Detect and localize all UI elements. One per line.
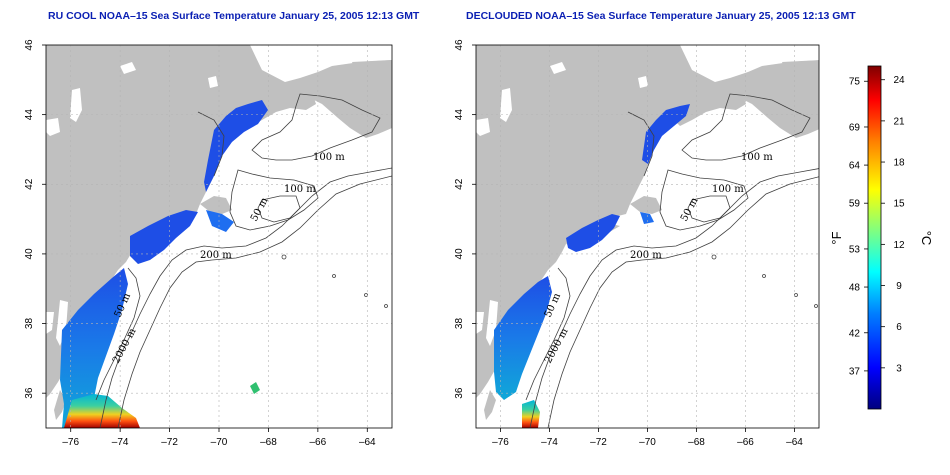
lon-tick-label: –74 (112, 437, 129, 448)
left-islands (281, 254, 388, 308)
lat-tick-label: 42 (454, 178, 465, 190)
left-axes: –76 –74 –72 –70 –68 –66 –64 46 44 42 40 38 36 (24, 39, 376, 448)
colorbar-c-tick-label: 9 (896, 281, 902, 292)
lat-tick-label: 40 (24, 248, 35, 260)
left-sst-nantucket (206, 210, 234, 232)
left-sst-speck (250, 382, 260, 394)
lon-tick-label: –64 (359, 437, 376, 448)
colorbar-c-tick-label: 21 (893, 116, 905, 127)
lon-tick-label: –70 (211, 437, 228, 448)
lat-tick-label: 40 (454, 248, 465, 260)
fahrenheit-unit-label: °F (829, 231, 844, 244)
lat-tick-label: 44 (454, 109, 465, 121)
lat-tick-label: 38 (454, 318, 465, 330)
right-sst-nantucket (640, 212, 654, 224)
left-contour-label-200m: 200 m (200, 250, 232, 261)
right-grid (476, 45, 819, 428)
colorbar-c-tick-label: 6 (896, 322, 902, 333)
lat-tick-label: 38 (24, 318, 35, 330)
colorbar-f-tick-label: 64 (849, 161, 861, 172)
right-contour-label-100m-b: 100 m (712, 184, 744, 195)
colorbar-f-tick-label: 69 (849, 122, 861, 133)
left-contour-label-50m: 50 m (249, 195, 271, 223)
right-axes: –76 –74 –72 –70 –68 –66 –64 46 44 42 40 38 36 (454, 39, 803, 448)
left-sst-gulf-of-maine (204, 100, 268, 192)
lat-tick-label: 42 (24, 178, 35, 190)
lon-tick-label: –66 (310, 437, 327, 448)
left-contour-label-100m-a: 100 m (313, 152, 345, 163)
colorbar-f-tick-label: 37 (849, 366, 861, 377)
temperature-colorbar: 75 69 64 59 53 48 42 37 24 21 18 15 12 9 6 3 °F °C (829, 65, 934, 410)
lon-tick-label: –68 (260, 437, 277, 448)
left-contour-label-100m-b: 100 m (284, 184, 316, 195)
celsius-unit-label: °C (919, 231, 934, 246)
lat-tick-label: 36 (24, 387, 35, 399)
lon-tick-label: –66 (737, 437, 754, 448)
colorbar-c-tick-label: 15 (893, 199, 905, 210)
right-contour-label-50m: 50 m (679, 195, 701, 223)
right-sst-gulf-stream (522, 400, 540, 428)
lat-tick-label: 46 (454, 39, 465, 51)
lon-tick-label: –76 (62, 437, 79, 448)
colorbar-c-tick-label: 3 (896, 363, 902, 374)
right-map-title: DECLOUDED NOAA–15 Sea Surface Temperatur… (466, 10, 856, 22)
colorbar-c-tick-label: 24 (893, 75, 905, 86)
colorbar-f-tick-label: 59 (849, 199, 861, 210)
right-contour-label-2000m: 2000 m (543, 326, 571, 365)
lon-tick-label: –76 (492, 437, 509, 448)
colorbar-f-tick-label: 75 (849, 77, 861, 88)
right-contour-label-200m: 200 m (630, 250, 662, 261)
right-sst-gulf-of-maine (642, 104, 690, 164)
left-contour-label-2000m: 2000 m (111, 326, 139, 365)
lon-tick-label: –68 (688, 437, 705, 448)
colorbar-c-tick-label: 18 (893, 158, 905, 169)
lon-tick-label: –72 (161, 437, 178, 448)
colorbar-celsius-ticks: 24 21 18 15 12 9 6 3 (881, 75, 905, 374)
colorbar-c-tick-label: 12 (893, 240, 905, 251)
right-contour-label-100m-a: 100 m (741, 152, 773, 163)
lon-tick-label: –64 (786, 437, 803, 448)
colorbar-fahrenheit-ticks: 75 69 64 59 53 48 42 37 (849, 77, 868, 377)
right-islands (711, 254, 818, 308)
left-sst-mid-atlantic (60, 268, 128, 428)
lat-tick-label: 36 (454, 387, 465, 399)
lon-tick-label: –70 (639, 437, 656, 448)
colorbar-f-tick-label: 42 (849, 328, 861, 339)
colorbar-gradient (867, 65, 882, 410)
left-sst-southern-new-england (130, 210, 198, 264)
lon-tick-label: –74 (541, 437, 558, 448)
left-map-title: RU COOL NOAA–15 Sea Surface Temperature … (48, 10, 420, 22)
colorbar-f-tick-label: 48 (849, 283, 861, 294)
right-land (476, 45, 819, 420)
lat-tick-label: 46 (24, 39, 35, 51)
left-sst-gulf-stream (64, 394, 140, 428)
lat-tick-label: 44 (24, 109, 35, 121)
lon-tick-label: –72 (590, 437, 607, 448)
right-sst-mid-atlantic (494, 276, 552, 400)
colorbar-f-tick-label: 53 (849, 244, 861, 255)
right-sst-southern-new-england (566, 214, 620, 252)
left-grid (46, 45, 392, 428)
